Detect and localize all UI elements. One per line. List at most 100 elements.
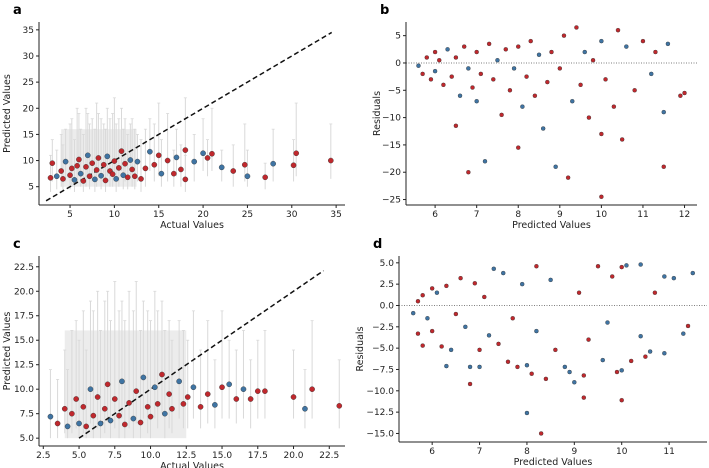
panel-label: d bbox=[373, 237, 382, 252]
data-point-red bbox=[420, 71, 425, 77]
data-point-blue bbox=[567, 369, 572, 375]
data-point-red bbox=[553, 347, 558, 353]
identity-line bbox=[45, 31, 333, 202]
data-point-blue bbox=[71, 177, 78, 183]
y-tick-label: −2.5 bbox=[372, 323, 394, 333]
data-point-red bbox=[182, 176, 189, 183]
data-point-red bbox=[241, 161, 248, 168]
data-point-blue bbox=[152, 384, 158, 391]
data-point-blue bbox=[520, 281, 525, 287]
data-point-red bbox=[131, 173, 138, 180]
data-point-blue bbox=[445, 47, 450, 52]
data-point-blue bbox=[244, 173, 251, 180]
data-point-red bbox=[204, 155, 211, 161]
data-point-red bbox=[133, 388, 140, 394]
data-point-red bbox=[262, 388, 268, 394]
x-tick-label: 10 bbox=[616, 447, 628, 457]
y-tick-label: 30 bbox=[23, 52, 35, 62]
data-point-red bbox=[614, 369, 620, 375]
x-tick-label: 25 bbox=[242, 210, 253, 220]
data-point-red bbox=[586, 115, 592, 120]
data-point-blue bbox=[270, 160, 276, 167]
data-point-red bbox=[171, 170, 177, 177]
x-tick-label: 20.0 bbox=[283, 451, 303, 461]
data-point-red bbox=[76, 156, 82, 163]
y-tick-label: −20 bbox=[382, 168, 401, 178]
data-point-red bbox=[599, 194, 604, 200]
data-point-blue bbox=[466, 66, 471, 71]
data-point-red bbox=[182, 147, 189, 153]
data-point-red bbox=[439, 344, 444, 349]
y-tick-label: 25 bbox=[23, 78, 34, 88]
x-tick-label: 8 bbox=[515, 210, 521, 220]
x-tick-label: 10 bbox=[109, 210, 121, 220]
data-point-blue bbox=[638, 334, 643, 339]
data-point-red bbox=[499, 112, 504, 118]
data-point-blue bbox=[134, 158, 141, 165]
data-point-blue bbox=[240, 386, 247, 392]
data-point-red bbox=[581, 373, 586, 378]
y-tick-label: 12.5 bbox=[14, 361, 34, 371]
data-point-red bbox=[154, 401, 161, 407]
data-point-red bbox=[524, 74, 529, 79]
y-tick-label: −12.5 bbox=[366, 408, 394, 418]
data-point-red bbox=[557, 66, 563, 71]
data-point-red bbox=[474, 49, 479, 55]
x-tick-label: 11 bbox=[663, 447, 674, 457]
data-point-blue bbox=[98, 172, 104, 179]
x-axis-label: Actual Values bbox=[160, 220, 224, 231]
data-point-red bbox=[628, 358, 634, 364]
data-point-red bbox=[60, 176, 66, 182]
data-point-blue bbox=[624, 263, 629, 268]
data-point-red bbox=[121, 421, 128, 428]
data-point-red bbox=[444, 283, 449, 289]
y-axis-label: Predicted Values bbox=[2, 312, 13, 391]
data-point-red bbox=[578, 82, 583, 88]
data-point-blue bbox=[482, 159, 488, 164]
data-point-blue bbox=[140, 374, 147, 381]
data-point-red bbox=[197, 404, 204, 410]
data-point-blue bbox=[432, 68, 438, 74]
data-point-blue bbox=[534, 328, 539, 334]
data-point-red bbox=[565, 175, 571, 180]
data-point-red bbox=[678, 93, 683, 98]
panel-label: b bbox=[380, 3, 389, 18]
data-point-blue bbox=[119, 378, 125, 385]
x-tick-label: 35 bbox=[330, 210, 341, 220]
y-tick-label: 15.0 bbox=[14, 336, 34, 346]
data-point-red bbox=[491, 77, 496, 82]
data-point-red bbox=[116, 165, 122, 171]
data-point-red bbox=[453, 123, 459, 128]
data-point-red bbox=[652, 290, 658, 295]
data-point-red bbox=[73, 396, 79, 402]
data-point-blue bbox=[84, 152, 91, 159]
data-point-red bbox=[178, 166, 184, 173]
data-point-blue bbox=[64, 423, 71, 430]
x-tick-label: 7.5 bbox=[108, 451, 122, 461]
data-point-red bbox=[137, 419, 144, 426]
data-point-blue bbox=[448, 347, 454, 353]
data-point-red bbox=[74, 162, 80, 169]
data-point-red bbox=[486, 41, 492, 47]
identity-line bbox=[78, 270, 324, 439]
data-point-blue bbox=[113, 176, 119, 182]
data-point-blue bbox=[638, 262, 643, 267]
data-point-red bbox=[328, 157, 334, 164]
data-point-blue bbox=[661, 109, 666, 115]
data-point-blue bbox=[416, 63, 421, 68]
data-point-red bbox=[516, 145, 521, 150]
data-point-blue bbox=[444, 363, 449, 369]
data-point-blue bbox=[87, 386, 94, 392]
data-point-red bbox=[429, 286, 435, 291]
data-point-red bbox=[685, 323, 691, 329]
data-point-blue bbox=[147, 148, 153, 155]
data-point-blue bbox=[76, 420, 82, 427]
data-point-red bbox=[429, 328, 435, 334]
data-point-blue bbox=[501, 270, 506, 276]
data-point-red bbox=[151, 161, 158, 168]
y-tick-label: 5 bbox=[395, 32, 401, 42]
x-tick-label: 7 bbox=[474, 210, 480, 220]
data-point-red bbox=[90, 412, 97, 419]
data-point-blue bbox=[649, 71, 654, 77]
data-point-blue bbox=[218, 164, 225, 171]
